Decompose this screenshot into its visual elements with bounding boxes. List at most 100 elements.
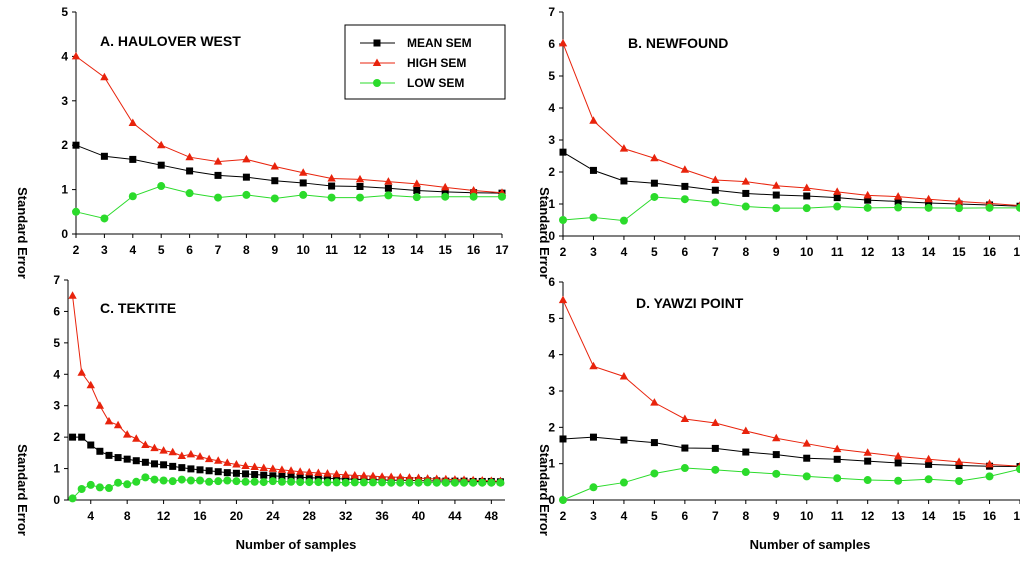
series-line-low xyxy=(76,186,502,218)
data-point-low xyxy=(803,204,811,212)
data-point-low xyxy=(496,479,504,487)
x-tick-label: 3 xyxy=(590,245,597,259)
x-tick-label: 16 xyxy=(467,243,481,257)
x-tick-label: 17 xyxy=(1013,509,1020,523)
legend-marker-low xyxy=(373,79,381,87)
x-tick-label: 5 xyxy=(158,243,165,257)
data-point-mean xyxy=(260,472,267,479)
data-point-low xyxy=(396,479,404,487)
data-point-mean xyxy=(206,467,213,474)
data-point-high xyxy=(413,179,421,187)
x-tick-label: 12 xyxy=(157,509,171,523)
legend-label-mean: MEAN SEM xyxy=(407,36,472,50)
x-tick-label: 16 xyxy=(983,509,997,523)
data-point-mean xyxy=(251,471,258,478)
data-point-high xyxy=(589,362,597,370)
data-point-mean xyxy=(413,187,420,194)
data-point-low xyxy=(711,466,719,474)
legend-label-high: HIGH SEM xyxy=(407,56,466,70)
data-point-high xyxy=(157,141,165,149)
data-point-low xyxy=(424,478,432,486)
y-tick-label: 1 xyxy=(61,183,68,197)
x-tick-label: 8 xyxy=(742,245,749,259)
x-tick-label: 6 xyxy=(682,245,689,259)
panel-title: C. TEKTITE xyxy=(100,300,176,316)
data-point-low xyxy=(955,477,963,485)
data-point-low xyxy=(986,472,994,480)
x-tick-label: 2 xyxy=(560,245,567,259)
y-tick-label: 7 xyxy=(53,273,60,287)
data-point-low xyxy=(742,203,750,211)
data-point-low xyxy=(305,478,313,486)
data-point-low xyxy=(278,478,286,486)
y-tick-label: 5 xyxy=(548,69,555,83)
data-point-low xyxy=(387,479,395,487)
data-point-low xyxy=(925,204,933,212)
x-tick-label: 8 xyxy=(742,509,749,523)
data-point-low xyxy=(232,477,240,485)
x-tick-label: 12 xyxy=(861,509,875,523)
data-point-mean xyxy=(300,179,307,186)
series-line-mean xyxy=(563,437,1020,466)
y-tick-label: 0 xyxy=(61,227,68,241)
data-point-mean xyxy=(773,451,780,458)
data-point-mean xyxy=(124,456,131,463)
data-point-high xyxy=(742,177,750,185)
data-point-low xyxy=(470,193,478,201)
data-point-mean xyxy=(864,458,871,465)
data-point-low xyxy=(299,191,307,199)
data-point-low xyxy=(833,474,841,482)
data-point-low xyxy=(87,481,95,489)
data-point-high xyxy=(650,398,658,406)
x-tick-label: 36 xyxy=(375,509,389,523)
data-point-mean xyxy=(101,153,108,160)
x-tick-label: 2 xyxy=(73,243,80,257)
x-tick-label: 48 xyxy=(485,509,499,523)
data-point-low xyxy=(78,485,86,493)
data-point-low xyxy=(498,193,506,201)
x-tick-label: 4 xyxy=(87,509,94,523)
data-point-low xyxy=(442,479,450,487)
data-point-mean xyxy=(242,470,249,477)
data-point-mean xyxy=(560,149,567,156)
data-point-high xyxy=(955,457,963,465)
data-point-high xyxy=(141,441,149,449)
x-tick-label: 15 xyxy=(952,509,966,523)
data-point-low xyxy=(287,478,295,486)
data-point-low xyxy=(123,480,131,488)
data-point-low xyxy=(105,484,113,492)
legend-marker-mean xyxy=(374,40,381,47)
data-point-low xyxy=(328,194,336,202)
series-high xyxy=(559,296,1020,470)
series-low xyxy=(559,464,1020,504)
data-point-low xyxy=(589,483,597,491)
data-point-low xyxy=(487,479,495,487)
data-point-high xyxy=(620,144,628,152)
data-point-low xyxy=(620,217,628,225)
data-point-high xyxy=(351,471,359,479)
y-axis-label: Standard Error xyxy=(537,444,552,536)
data-point-low xyxy=(360,478,368,486)
data-point-high xyxy=(384,177,392,185)
y-tick-label: 3 xyxy=(548,384,555,398)
x-tick-label: 10 xyxy=(800,509,814,523)
y-tick-label: 4 xyxy=(53,367,60,381)
data-point-mean xyxy=(742,449,749,456)
data-point-low xyxy=(157,182,165,190)
y-tick-label: 1 xyxy=(53,462,60,476)
data-point-low xyxy=(260,478,268,486)
data-point-mean xyxy=(160,461,167,468)
y-tick-label: 4 xyxy=(548,101,555,115)
x-tick-label: 14 xyxy=(922,509,936,523)
x-tick-label: 12 xyxy=(861,245,875,259)
series-low xyxy=(72,182,506,222)
data-point-low xyxy=(314,478,322,486)
data-point-mean xyxy=(651,439,658,446)
data-point-mean xyxy=(169,463,176,470)
data-point-high xyxy=(559,296,567,304)
y-tick-label: 6 xyxy=(548,37,555,51)
data-point-mean xyxy=(151,460,158,467)
